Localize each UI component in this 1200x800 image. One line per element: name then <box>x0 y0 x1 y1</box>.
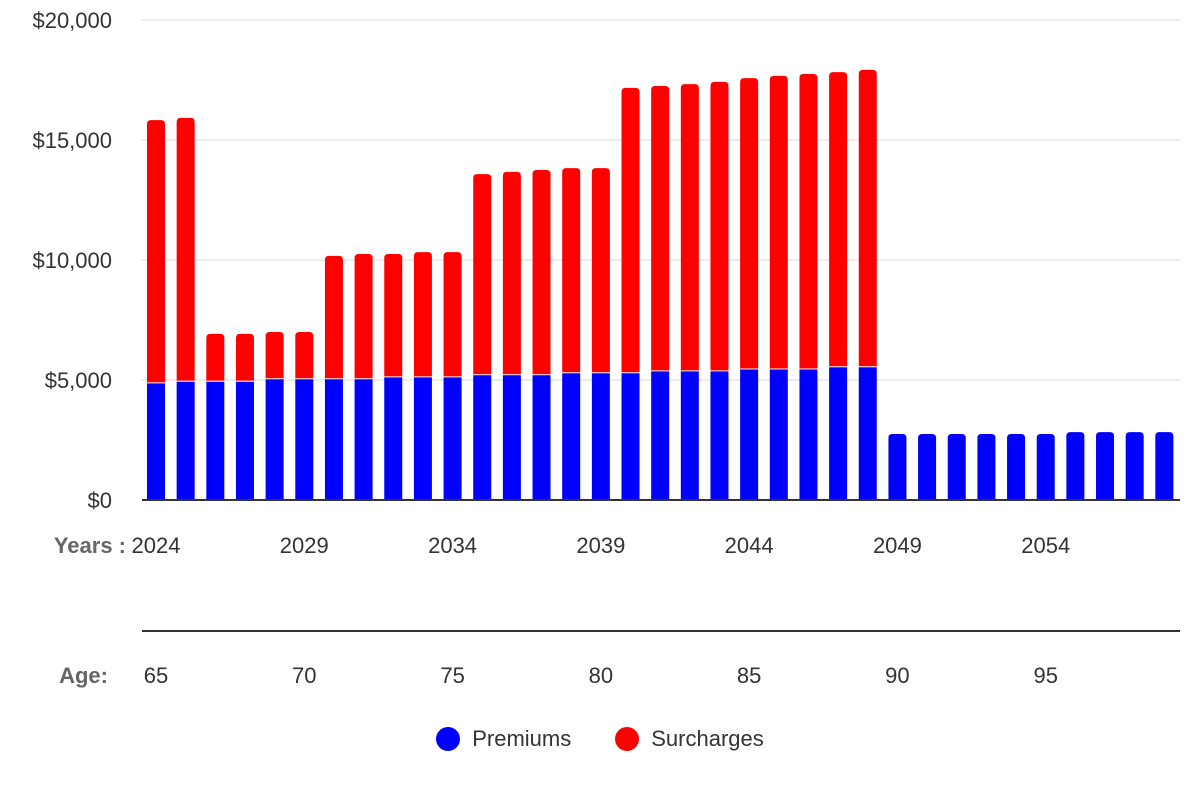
bar-premiums-2033[interactable] <box>413 377 432 500</box>
premiums-swatch-icon <box>436 727 461 751</box>
age-tick-label: 95 <box>1033 663 1057 688</box>
bar-surcharges-2025[interactable] <box>176 117 195 381</box>
x-tick-label: 2034 <box>428 533 477 558</box>
x-tick-label: 2044 <box>725 533 774 558</box>
bar-premiums-2027[interactable] <box>235 381 254 500</box>
bar-premiums-2030[interactable] <box>324 379 343 500</box>
x-axis-ticks: 2024 2029 2034 2039 2044 2049 2054 <box>132 533 1071 558</box>
bar-premiums-2039[interactable] <box>591 373 610 500</box>
bar-surcharges-2044[interactable] <box>740 78 759 369</box>
bar-premiums-2031[interactable] <box>354 379 373 500</box>
age-tick-label: 80 <box>589 663 613 688</box>
bar-surcharges-2032[interactable] <box>384 254 403 377</box>
bar-premiums-2058[interactable] <box>1155 432 1174 500</box>
bar-premiums-2041[interactable] <box>651 371 670 500</box>
bar-premiums-2052[interactable] <box>977 434 996 500</box>
bar-premiums-2029[interactable] <box>295 379 314 500</box>
y-tick-label: $15,000 <box>32 128 112 153</box>
bar-premiums-2051[interactable] <box>947 434 966 500</box>
age-axis-label: Age: <box>59 663 108 688</box>
y-tick-label: $5,000 <box>45 368 112 393</box>
bar-surcharges-2041[interactable] <box>651 86 670 371</box>
bar-premiums-2045[interactable] <box>769 369 788 500</box>
bar-premiums-2055[interactable] <box>1066 432 1085 500</box>
bar-surcharges-2038[interactable] <box>562 168 581 373</box>
legend-item-surcharges[interactable]: Surcharges <box>615 726 764 752</box>
x-tick-label: 2024 <box>132 533 181 558</box>
age-tick-label: 70 <box>292 663 316 688</box>
x-tick-label: 2054 <box>1021 533 1070 558</box>
bar-surcharges-2047[interactable] <box>829 72 848 367</box>
bar-surcharges-2024[interactable] <box>147 120 165 383</box>
bar-premiums-2047[interactable] <box>829 367 848 500</box>
x-tick-label: 2049 <box>873 533 922 558</box>
legend-label-premiums: Premiums <box>472 726 572 751</box>
bar-premiums-2040[interactable] <box>621 373 640 500</box>
bar-premiums-2042[interactable] <box>680 371 699 500</box>
bar-premiums-2054[interactable] <box>1036 434 1055 500</box>
bar-premiums-2025[interactable] <box>176 381 195 500</box>
bar-surcharges-2027[interactable] <box>235 333 254 381</box>
bar-surcharges-2034[interactable] <box>443 252 462 377</box>
bar-premiums-2032[interactable] <box>384 377 403 500</box>
age-tick-label: 65 <box>144 663 168 688</box>
bar-surcharges-2043[interactable] <box>710 81 729 371</box>
bar-surcharges-2030[interactable] <box>324 255 343 379</box>
y-axis-ticks: $0 $5,000 $10,000 $15,000 $20,000 <box>32 8 112 513</box>
bar-premiums-2049[interactable] <box>888 434 907 500</box>
legend: Premiums Surcharges <box>0 726 1200 752</box>
bar-surcharges-2037[interactable] <box>532 170 551 375</box>
bar-surcharges-2046[interactable] <box>799 74 818 369</box>
bar-premiums-2056[interactable] <box>1096 432 1115 500</box>
bar-surcharges-2026[interactable] <box>206 333 225 381</box>
bars <box>147 69 1174 500</box>
y-tick-label: $10,000 <box>32 248 112 273</box>
bar-surcharges-2048[interactable] <box>858 69 877 367</box>
bar-premiums-2050[interactable] <box>918 434 937 500</box>
x-axis-label: Years : <box>54 533 126 558</box>
surcharges-swatch-icon <box>615 727 640 751</box>
legend-item-premiums[interactable]: Premiums <box>436 726 571 752</box>
bar-premiums-2024[interactable] <box>147 383 165 500</box>
bar-surcharges-2033[interactable] <box>413 252 432 377</box>
bar-premiums-2036[interactable] <box>502 375 521 500</box>
age-axis-ticks: 65 70 75 80 85 90 95 <box>144 663 1058 688</box>
bar-premiums-2044[interactable] <box>740 369 759 500</box>
bar-premiums-2035[interactable] <box>473 375 492 500</box>
legend-label-surcharges: Surcharges <box>651 726 764 751</box>
bar-surcharges-2039[interactable] <box>591 168 610 373</box>
bar-surcharges-2031[interactable] <box>354 254 373 379</box>
bar-premiums-2043[interactable] <box>710 371 729 500</box>
bar-surcharges-2042[interactable] <box>680 84 699 371</box>
bar-surcharges-2040[interactable] <box>621 87 640 373</box>
x-tick-label: 2029 <box>280 533 329 558</box>
bar-premiums-2034[interactable] <box>443 377 462 500</box>
x-tick-label: 2039 <box>576 533 625 558</box>
age-tick-label: 90 <box>885 663 909 688</box>
bar-premiums-2037[interactable] <box>532 375 551 500</box>
y-tick-label: $20,000 <box>32 8 112 33</box>
bar-surcharges-2045[interactable] <box>769 75 788 369</box>
bar-premiums-2057[interactable] <box>1125 432 1144 500</box>
age-tick-label: 75 <box>440 663 464 688</box>
bar-premiums-2053[interactable] <box>1007 434 1026 500</box>
bar-premiums-2028[interactable] <box>265 379 284 500</box>
y-tick-label: $0 <box>88 488 112 513</box>
age-tick-label: 85 <box>737 663 761 688</box>
bar-premiums-2026[interactable] <box>206 381 225 500</box>
bar-surcharges-2029[interactable] <box>295 332 314 379</box>
bar-premiums-2038[interactable] <box>562 373 581 500</box>
bar-surcharges-2036[interactable] <box>502 171 521 375</box>
bar-premiums-2048[interactable] <box>858 367 877 500</box>
bar-surcharges-2035[interactable] <box>473 174 492 375</box>
bar-premiums-2046[interactable] <box>799 369 818 500</box>
bar-surcharges-2028[interactable] <box>265 332 284 379</box>
